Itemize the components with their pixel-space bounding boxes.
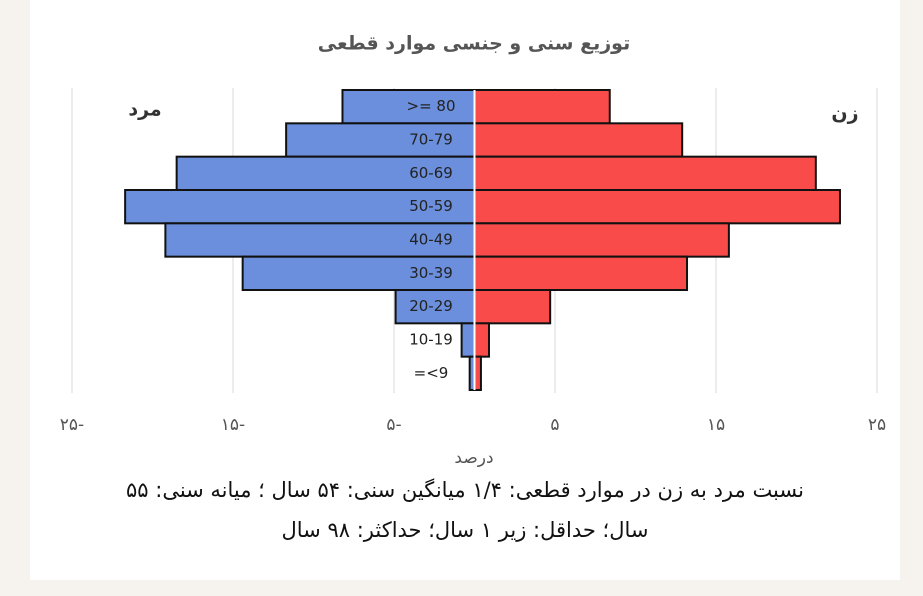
bar (473, 89, 611, 125)
category-label: 10-19 (409, 331, 453, 349)
category-label: 40-49 (409, 231, 453, 249)
legend-label: زن (831, 103, 858, 125)
bar (473, 222, 730, 258)
category-label: =<9 (414, 364, 449, 382)
x-axis-label: درصد (454, 448, 493, 468)
x-tick-label: ۵- (386, 415, 401, 435)
bar (164, 222, 476, 258)
caption-line: نسبت مرد به زن در موارد قطعی: ۱/۴ میانگی… (126, 478, 804, 502)
chart-title: توزیع سنی و جنسی موارد قطعی (318, 33, 630, 55)
category-label: 30-39 (409, 264, 453, 282)
bar (175, 155, 476, 192)
bar (473, 322, 490, 358)
category-label: 60-69 (409, 164, 453, 182)
caption-line: سال؛ حداقل: زیر ۱ سال؛ حداکثر: ۹۸ سال (281, 518, 649, 542)
bar (241, 255, 476, 291)
bar (473, 189, 841, 225)
caption: نسبت مرد به زن در موارد قطعی: ۱/۴ میانگی… (30, 470, 900, 580)
bar (460, 322, 476, 358)
bar (124, 189, 476, 225)
bar (473, 289, 552, 325)
category-label: 50-59 (409, 197, 453, 215)
bar (473, 155, 817, 192)
x-tick-label: ۲۵- (60, 415, 84, 435)
category-label: >= 80 (407, 97, 456, 115)
bar (473, 255, 689, 291)
category-label: 20-29 (409, 297, 453, 315)
legend-label: مرد (128, 99, 161, 121)
category-label: 70-79 (409, 131, 453, 149)
x-tick-label: ۱۵ (707, 415, 725, 435)
x-tick-label: ۱۵- (221, 415, 245, 435)
bar (473, 122, 684, 158)
x-tick-label: ۲۵ (868, 415, 886, 435)
x-tick-label: ۵ (550, 415, 559, 435)
